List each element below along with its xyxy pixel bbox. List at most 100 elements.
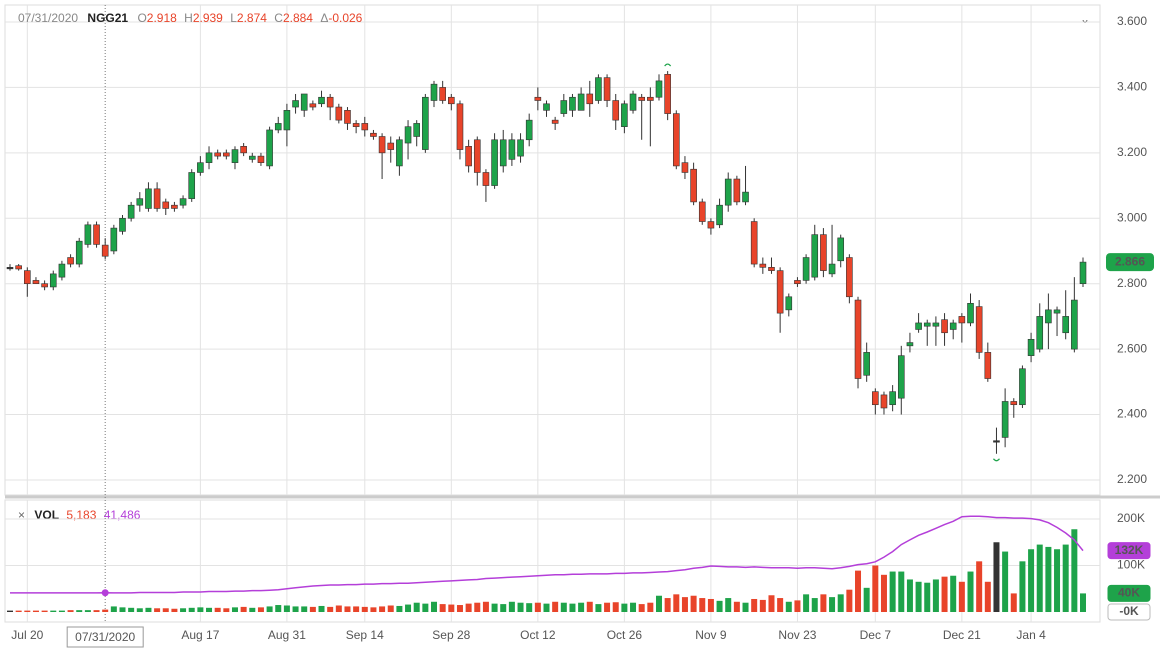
- candle-body: [127, 204, 135, 219]
- volume-bar: [906, 579, 913, 613]
- header-date: 07/31/2020: [18, 11, 78, 25]
- volume-bar: [673, 594, 680, 613]
- candle-body: [949, 322, 957, 330]
- field-value: -0.026: [328, 11, 362, 25]
- candle-body: [110, 227, 118, 252]
- volume-bar: [863, 587, 870, 613]
- volume-bar: [7, 610, 13, 613]
- y-tick-label: 200K: [1117, 511, 1145, 525]
- volume-bar: [595, 604, 602, 613]
- header: 07/31/2020 NGG21 O2.918 H2.939 L2.874 C2…: [18, 11, 363, 25]
- candle-body: [958, 316, 966, 324]
- y-tick-label: 3.000: [1117, 210, 1147, 224]
- candle-body: [863, 352, 870, 376]
- candle-body: [923, 322, 931, 327]
- menu-button[interactable]: ⌄: [1080, 12, 1090, 26]
- field-value: 2.939: [193, 11, 223, 25]
- candle-body: [1079, 261, 1087, 284]
- volume-bar: [803, 594, 810, 613]
- volume-bar: [855, 570, 862, 613]
- field-key: H: [184, 11, 193, 25]
- candle-body: [153, 188, 161, 209]
- volume-bar: [405, 604, 412, 613]
- candle-body: [742, 191, 749, 203]
- volume-bar: [1054, 549, 1061, 613]
- last-price-label: 2.866: [1115, 254, 1145, 268]
- candle-body: [794, 280, 801, 284]
- y-tick-label: 2.400: [1117, 407, 1147, 421]
- volume-bar: [1080, 593, 1086, 613]
- x-tick-label: Dec 7: [860, 628, 892, 642]
- candle-body: [543, 103, 550, 111]
- volume-tag-label: 40K: [1118, 586, 1140, 600]
- candle-body: [638, 96, 645, 101]
- volume-bar: [387, 605, 394, 613]
- candle-body: [326, 96, 334, 108]
- candle-body: [344, 110, 351, 124]
- candle-body: [448, 96, 455, 105]
- candle-body: [880, 394, 888, 409]
- candle-body: [941, 319, 948, 334]
- candle-body: [647, 96, 654, 101]
- volume-bar: [569, 603, 576, 613]
- volume-bar: [837, 594, 844, 613]
- volume-bar: [283, 605, 290, 613]
- candle-body: [595, 77, 602, 101]
- volume-bar: [586, 601, 593, 613]
- candle-body: [872, 391, 879, 406]
- volume-bar: [344, 606, 351, 613]
- candle-body: [292, 100, 299, 108]
- volume-bar: [431, 601, 438, 613]
- y-tick-label: 3.600: [1117, 14, 1147, 28]
- x-tick-label: Oct 26: [607, 628, 643, 642]
- candle-body: [188, 172, 196, 199]
- candle-body: [785, 296, 793, 311]
- volume-bar: [993, 542, 1000, 613]
- candle-body: [24, 270, 31, 284]
- volume-bar: [664, 598, 671, 613]
- candle-body: [162, 201, 170, 209]
- volume-bar: [15, 610, 22, 613]
- volume-bar: [543, 603, 550, 613]
- candle-body: [223, 152, 230, 157]
- volume-bar: [197, 607, 204, 613]
- candle-body: [906, 342, 914, 347]
- volume-bar: [102, 609, 109, 613]
- field-key: L: [230, 11, 237, 25]
- candle-body: [119, 217, 126, 232]
- volume-bar: [84, 610, 91, 613]
- field-value: 2.874: [237, 11, 267, 25]
- field-value: 2.918: [147, 11, 177, 25]
- crosshair-dot: [101, 589, 109, 597]
- candle-body: [984, 352, 992, 379]
- candle-body: [603, 77, 611, 101]
- x-tick-label: Oct 12: [520, 628, 556, 642]
- volume-bar: [309, 606, 316, 613]
- candle-body: [41, 283, 48, 288]
- x-tick-label: Sep 14: [346, 628, 384, 642]
- volume-bar: [967, 571, 974, 613]
- volume-header: × VOL 5,183 41,486: [18, 508, 141, 522]
- volume-bar: [93, 610, 100, 613]
- field-key: Δ: [320, 11, 328, 25]
- x-tick-label: Aug 17: [181, 628, 219, 642]
- y-tick-label: 3.400: [1117, 80, 1147, 94]
- close-button[interactable]: ×: [18, 508, 25, 522]
- volume-bar: [932, 579, 939, 613]
- volume-bar: [707, 598, 714, 613]
- candle-body: [473, 139, 481, 173]
- volume-bar: [370, 607, 377, 613]
- candle-body: [915, 322, 922, 330]
- candle-body: [534, 96, 542, 101]
- candle-body: [32, 280, 40, 284]
- volume-bar: [318, 605, 325, 613]
- candle-body: [811, 234, 819, 278]
- volume-bar: [725, 598, 732, 613]
- volume-bar: [353, 606, 360, 613]
- volume-bar: [1002, 551, 1009, 613]
- candle-body: [1036, 316, 1044, 350]
- candle-body: [430, 83, 438, 101]
- y-tick-label: 3.200: [1117, 145, 1147, 159]
- volume-ma-value: 41,486: [104, 508, 141, 522]
- candle-body: [413, 123, 421, 137]
